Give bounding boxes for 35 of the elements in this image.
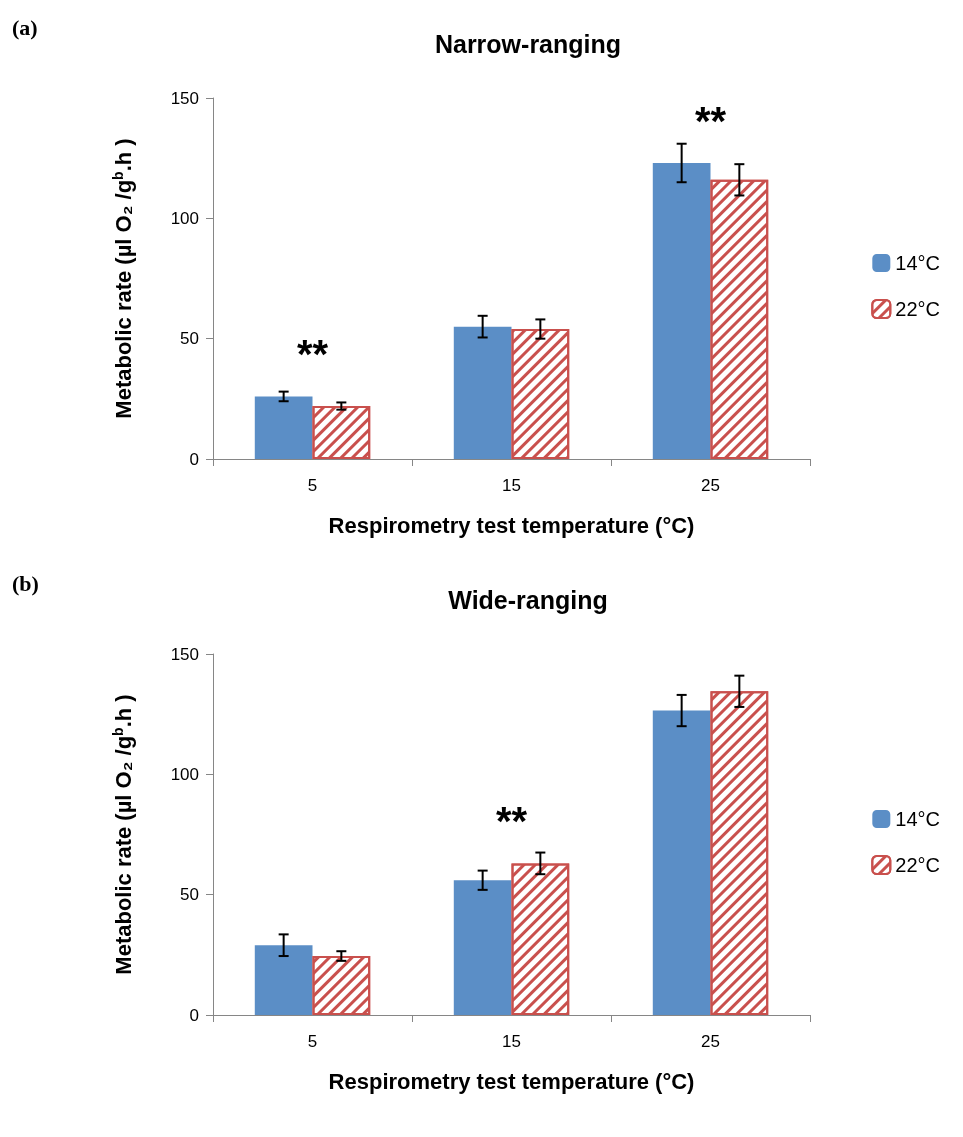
chart-title: Narrow-ranging	[434, 29, 622, 58]
x-tick-label: 25	[701, 1032, 720, 1051]
bar	[652, 162, 711, 459]
x-axis-title: Respirometry test temperature (°C)	[328, 1068, 695, 1094]
x-tick-label: 15	[502, 476, 521, 495]
y-tick-label: 150	[170, 88, 199, 108]
x-axis-title: Respirometry test temperature (°C)	[328, 512, 695, 538]
bar	[652, 710, 711, 1015]
annotation: **	[495, 799, 528, 844]
x-tick-label: 25	[701, 476, 720, 495]
legend-label: 14°C	[895, 808, 940, 830]
legend-label: 14°C	[895, 252, 940, 274]
y-axis-title: Metabolic rate (µl O₂ /gb.h )	[110, 694, 136, 975]
y-tick-label: 100	[170, 208, 199, 228]
x-tick-label: 5	[307, 476, 318, 495]
bar	[453, 326, 512, 459]
y-tick-label: 0	[189, 449, 199, 469]
chart-title: Wide-ranging	[448, 585, 608, 614]
y-tick-label: 0	[189, 1005, 199, 1025]
y-tick-label: 100	[170, 764, 199, 784]
y-tick-label: 50	[180, 329, 199, 349]
text: (b)	[12, 570, 39, 596]
annotation: **	[296, 332, 329, 377]
text: (a)	[12, 14, 38, 40]
x-tick-label: 5	[307, 1032, 318, 1051]
legend-label: 22°C	[895, 298, 940, 320]
y-tick-label: 150	[170, 644, 199, 664]
bar	[453, 880, 512, 1015]
y-tick-label: 50	[180, 885, 199, 905]
annotation: **	[694, 98, 727, 143]
bar	[254, 396, 313, 459]
x-tick-label: 15	[502, 1032, 521, 1051]
y-axis-title: Metabolic rate (µl O₂ /gb.h )	[110, 138, 136, 419]
legend-label: 22°C	[895, 854, 940, 876]
bar	[254, 945, 313, 1015]
